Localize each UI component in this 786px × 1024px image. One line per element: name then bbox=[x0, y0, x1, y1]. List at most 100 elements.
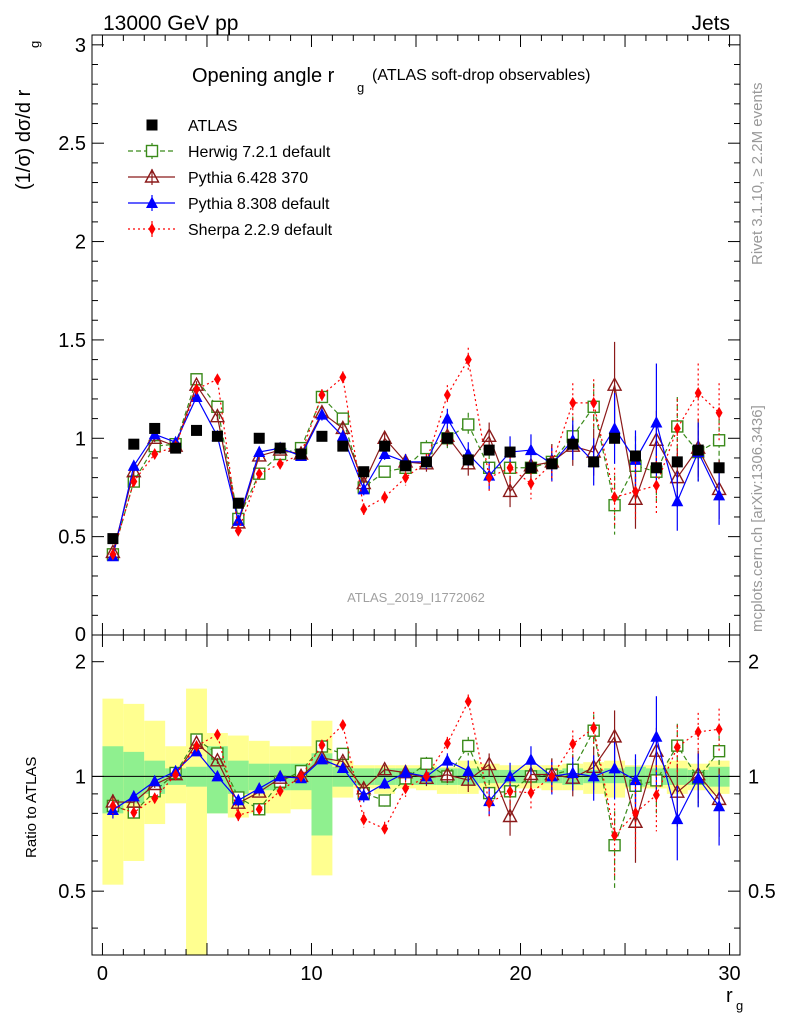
marker-triangle bbox=[232, 793, 245, 806]
marker-triangle bbox=[524, 753, 537, 765]
marker-square bbox=[567, 438, 579, 450]
marker-triangle bbox=[671, 812, 684, 825]
x-label-main: r bbox=[726, 985, 733, 1007]
marker-diamond bbox=[130, 475, 138, 488]
ratio-y-tick-label-right: 2 bbox=[748, 652, 759, 674]
marker-open-triangle bbox=[209, 752, 226, 767]
ratio-band-inner bbox=[102, 746, 124, 814]
marker-diamond bbox=[443, 737, 451, 750]
marker-diamond bbox=[569, 396, 577, 409]
marker-diamond bbox=[172, 768, 180, 781]
chart-title: Opening angle r g (ATLAS soft-drop obser… bbox=[192, 65, 590, 95]
marker-triangle bbox=[253, 781, 266, 794]
marker-diamond bbox=[318, 389, 326, 401]
marker-triangle bbox=[462, 764, 475, 776]
marker-triangle bbox=[713, 799, 726, 812]
marker-diamond bbox=[213, 373, 221, 386]
marker-diamond bbox=[360, 813, 368, 826]
marker-diamond bbox=[485, 797, 493, 810]
x-tick-label: 0 bbox=[97, 963, 108, 985]
marker-diamond bbox=[213, 728, 221, 741]
title-main: Opening angle r bbox=[192, 65, 335, 87]
marker-square bbox=[441, 432, 453, 444]
marker-open-triangle bbox=[481, 756, 497, 771]
marker-triangle bbox=[441, 754, 454, 766]
main-series-area bbox=[105, 341, 727, 562]
marker-triangle bbox=[127, 459, 140, 471]
marker-triangle bbox=[211, 769, 224, 782]
marker-diamond bbox=[339, 718, 347, 731]
marker-square bbox=[692, 444, 704, 456]
marker-triangle bbox=[274, 769, 287, 782]
ratio-y-tick-label-right: 0.5 bbox=[748, 881, 776, 903]
marker-square bbox=[170, 442, 182, 454]
marker-square bbox=[211, 430, 223, 442]
marker-diamond bbox=[652, 788, 660, 801]
marker-triangle bbox=[127, 789, 140, 802]
marker-open-square bbox=[378, 465, 391, 478]
marker-diamond bbox=[148, 223, 156, 235]
marker-diamond bbox=[548, 770, 556, 783]
marker-triangle bbox=[146, 196, 158, 208]
marker-open-triangle bbox=[376, 761, 393, 776]
marker-diamond bbox=[464, 353, 472, 366]
marker-square bbox=[629, 450, 641, 462]
legend-label: Sherpa 2.2.9 default bbox=[188, 222, 333, 239]
marker-triangle bbox=[315, 752, 328, 765]
marker-triangle bbox=[566, 766, 579, 779]
marker-diamond bbox=[109, 548, 117, 561]
marker-diamond bbox=[485, 471, 493, 484]
marker-triangle bbox=[253, 445, 266, 458]
ratio-y-tick-label: 1 bbox=[75, 766, 86, 788]
marker-diamond bbox=[276, 784, 284, 797]
title-paren: (ATLAS soft-drop observables) bbox=[372, 67, 590, 84]
marker-triangle bbox=[232, 514, 245, 526]
marker-square bbox=[400, 460, 412, 472]
marker-open-triangle bbox=[502, 482, 518, 498]
process-label: Jets bbox=[691, 12, 730, 35]
y-label-sub: g bbox=[27, 41, 42, 48]
marker-diamond bbox=[193, 739, 201, 752]
legend-label: Pythia 6.428 370 bbox=[188, 170, 308, 187]
y-tick-label: 1.5 bbox=[58, 330, 86, 352]
marker-open-triangle bbox=[606, 728, 623, 743]
marker-diamond bbox=[422, 770, 430, 783]
legend-label: ATLAS bbox=[188, 118, 238, 135]
y-tick-label: 0.5 bbox=[58, 527, 86, 549]
marker-square bbox=[588, 456, 600, 468]
marker-triangle bbox=[504, 769, 517, 782]
y-axis-label: (1/σ) dσ/d r g bbox=[13, 41, 42, 190]
marker-open-triangle bbox=[439, 766, 456, 781]
marker-square bbox=[650, 462, 662, 474]
marker-diamond bbox=[715, 406, 723, 419]
marker-diamond bbox=[443, 389, 451, 401]
y-tick-label: 2.5 bbox=[58, 133, 86, 155]
x-label-sub: g bbox=[736, 998, 743, 1013]
marker-diamond bbox=[527, 477, 535, 490]
series-line bbox=[112, 395, 720, 557]
marker-diamond bbox=[527, 786, 535, 799]
marker-triangle bbox=[378, 447, 391, 460]
ratio-y-tick-label: 2 bbox=[75, 652, 86, 674]
y-tick-label: 2 bbox=[75, 232, 86, 254]
marker-square bbox=[483, 444, 495, 456]
legend-label: Pythia 8.308 default bbox=[188, 196, 330, 213]
marker-diamond bbox=[151, 792, 159, 805]
marker-open-square bbox=[462, 739, 475, 753]
marker-triangle bbox=[190, 390, 203, 402]
marker-diamond bbox=[255, 803, 263, 816]
y-tick-label: 0 bbox=[75, 624, 86, 646]
marker-open-triangle bbox=[627, 490, 644, 505]
marker-triangle bbox=[587, 769, 600, 782]
marker-triangle bbox=[692, 771, 705, 784]
marker-open-square bbox=[378, 794, 391, 807]
marker-diamond bbox=[611, 829, 619, 842]
ratio-y-tick-label: 0.5 bbox=[58, 881, 86, 903]
marker-open-triangle bbox=[606, 376, 623, 391]
y-tick-label: 1 bbox=[75, 428, 86, 450]
marker-square bbox=[462, 454, 474, 466]
marker-square bbox=[191, 424, 203, 436]
rivet-version-label: Rivet 3.1.10, ≥ 2.2M events bbox=[749, 83, 766, 266]
marker-open-square bbox=[211, 400, 224, 414]
marker-diamond bbox=[569, 737, 577, 750]
